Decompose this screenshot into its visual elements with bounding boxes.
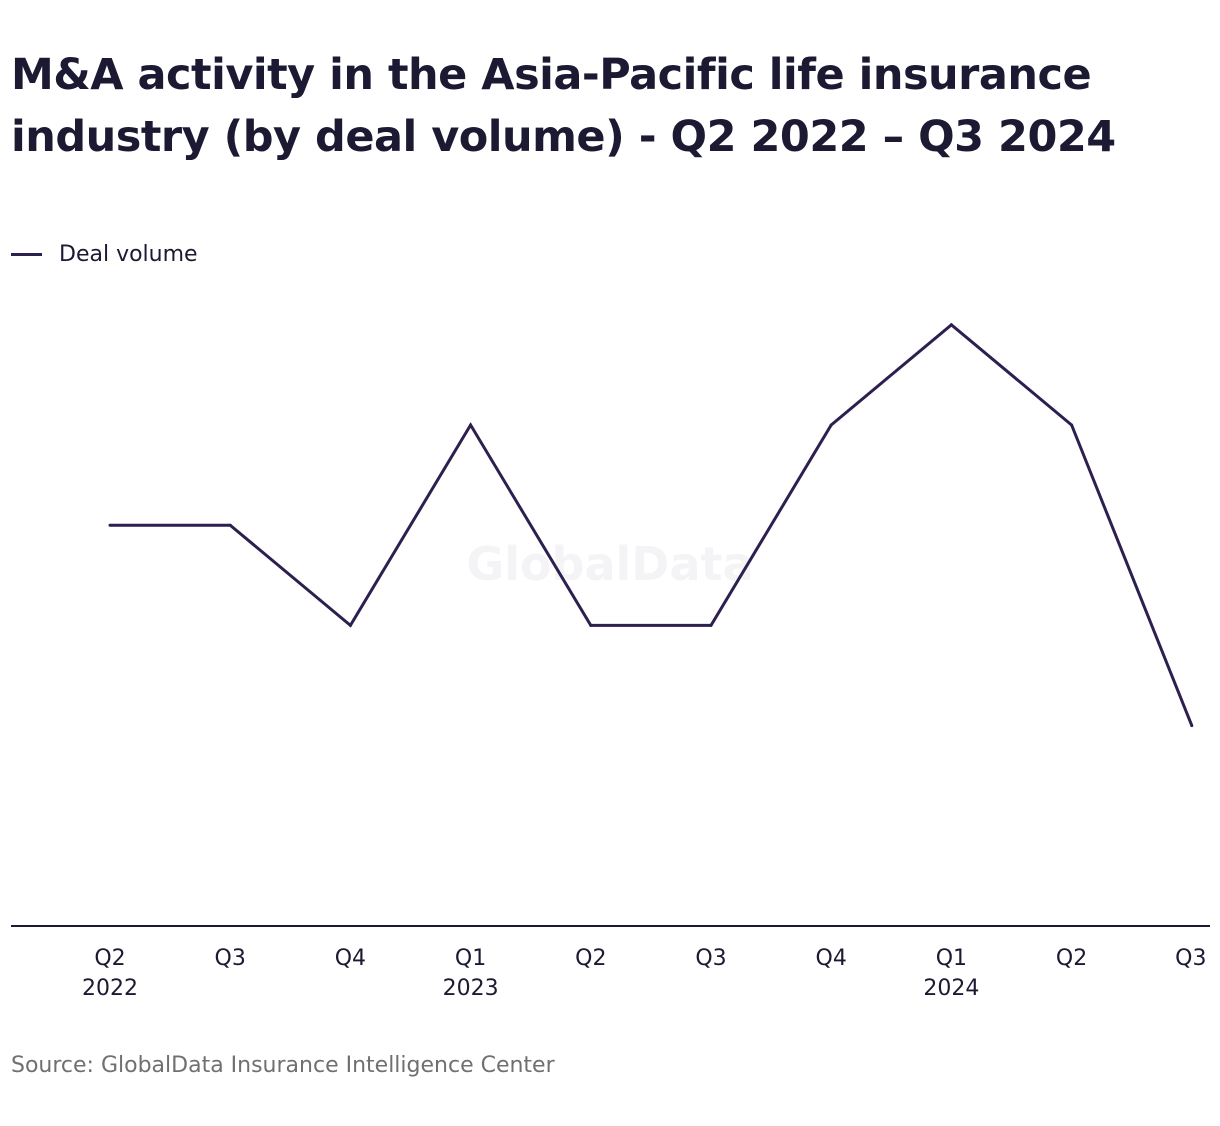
- source-note: Source: GlobalData Insurance Intelligenc…: [11, 1053, 555, 1078]
- legend: Deal volume: [11, 242, 198, 267]
- data-point-5: [589, 623, 593, 627]
- data-point-2: [228, 523, 232, 527]
- x-tick-label: Q4: [816, 946, 847, 971]
- series-points: [108, 323, 1194, 728]
- data-point-4: [469, 423, 473, 427]
- x-axis-ticks: Q2 2022 Q3 Q4 Q1 2023 Q2 Q3 Q4 Q1 2024 Q2 Q3: [82, 946, 1206, 1001]
- x-tick-year-label: 2022: [82, 976, 138, 1001]
- data-point-6: [709, 623, 713, 627]
- legend-label: Deal volume: [59, 242, 198, 267]
- data-point-3: [348, 623, 352, 627]
- x-tick-label: Q3: [695, 946, 726, 971]
- data-point-7: [829, 423, 833, 427]
- x-tick-label: Q2: [94, 946, 125, 971]
- x-tick-year-label: 2024: [923, 976, 979, 1001]
- x-tick-label: Q1: [455, 946, 486, 971]
- x-tick-label: Q1: [936, 946, 967, 971]
- data-point-1: [108, 523, 112, 527]
- legend-swatch: [11, 253, 42, 256]
- data-point-10: [1190, 724, 1194, 728]
- watermark: GlobalData: [466, 537, 753, 591]
- x-tick-label: Q3: [215, 946, 246, 971]
- x-tick-label: Q2: [1056, 946, 1087, 971]
- chart-title: M&A activity in the Asia-Pacific life in…: [11, 50, 1116, 162]
- x-tick-label: Q2: [575, 946, 606, 971]
- x-tick-label: Q4: [335, 946, 366, 971]
- data-point-8: [949, 323, 953, 327]
- data-point-9: [1070, 423, 1074, 427]
- series-line-deal-volume: [110, 322, 1194, 727]
- x-tick-year-label: 2023: [443, 976, 499, 1001]
- x-tick-label: Q3: [1175, 946, 1206, 971]
